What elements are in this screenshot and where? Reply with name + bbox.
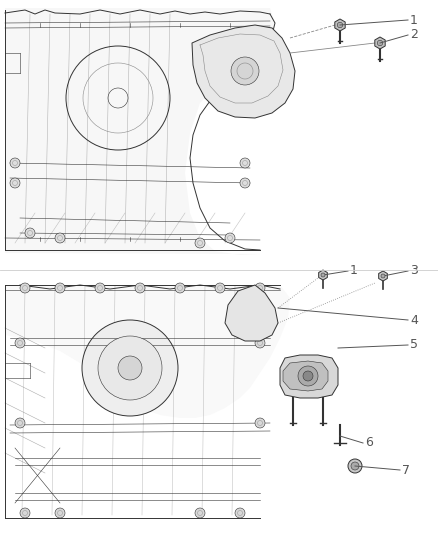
- Circle shape: [225, 233, 235, 243]
- Polygon shape: [5, 285, 290, 518]
- Text: 3: 3: [410, 264, 418, 278]
- Text: 5: 5: [410, 338, 418, 351]
- Circle shape: [240, 178, 250, 188]
- Circle shape: [381, 274, 385, 278]
- Text: 1: 1: [410, 13, 418, 27]
- Circle shape: [55, 233, 65, 243]
- Polygon shape: [375, 37, 385, 49]
- Circle shape: [240, 158, 250, 168]
- Circle shape: [25, 228, 35, 238]
- Text: 7: 7: [402, 464, 410, 477]
- Circle shape: [255, 418, 265, 428]
- Text: 4: 4: [410, 313, 418, 327]
- Polygon shape: [225, 285, 278, 341]
- Circle shape: [215, 283, 225, 293]
- Circle shape: [298, 366, 318, 386]
- Circle shape: [195, 238, 205, 248]
- Polygon shape: [5, 8, 275, 255]
- Circle shape: [235, 508, 245, 518]
- Circle shape: [175, 283, 185, 293]
- Polygon shape: [192, 25, 295, 118]
- Circle shape: [15, 418, 25, 428]
- Text: 6: 6: [365, 437, 373, 449]
- Circle shape: [231, 57, 259, 85]
- Polygon shape: [283, 361, 328, 391]
- Circle shape: [135, 283, 145, 293]
- Circle shape: [20, 508, 30, 518]
- Circle shape: [255, 283, 265, 293]
- Circle shape: [255, 338, 265, 348]
- Polygon shape: [335, 19, 345, 31]
- Circle shape: [377, 41, 383, 46]
- Circle shape: [321, 273, 325, 277]
- Polygon shape: [280, 355, 338, 398]
- Text: 2: 2: [410, 28, 418, 42]
- Circle shape: [118, 356, 142, 380]
- Circle shape: [348, 459, 362, 473]
- Circle shape: [351, 462, 359, 470]
- Circle shape: [337, 22, 343, 28]
- Polygon shape: [319, 270, 327, 280]
- Circle shape: [98, 336, 162, 400]
- Circle shape: [20, 283, 30, 293]
- Circle shape: [303, 371, 313, 381]
- Text: 1: 1: [350, 264, 358, 278]
- Circle shape: [195, 508, 205, 518]
- Circle shape: [95, 283, 105, 293]
- Circle shape: [82, 320, 178, 416]
- Circle shape: [55, 283, 65, 293]
- Polygon shape: [379, 271, 387, 281]
- Circle shape: [10, 178, 20, 188]
- Circle shape: [10, 158, 20, 168]
- Circle shape: [15, 338, 25, 348]
- Circle shape: [55, 508, 65, 518]
